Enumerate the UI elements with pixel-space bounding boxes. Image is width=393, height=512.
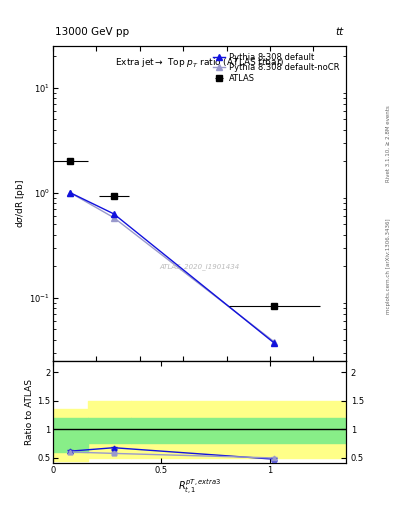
- Text: Extra jet$\rightarrow$ Top $p_{T}$ ratio (ATLAS t$\bar{t}$bar): Extra jet$\rightarrow$ Top $p_{T}$ ratio…: [115, 55, 284, 71]
- Text: ATLAS_2020_I1901434: ATLAS_2020_I1901434: [159, 263, 240, 270]
- Text: mcplots.cern.ch [arXiv:1306.3436]: mcplots.cern.ch [arXiv:1306.3436]: [386, 219, 391, 314]
- Legend: Pythia 8.308 default, Pythia 8.308 default-noCR, ATLAS: Pythia 8.308 default, Pythia 8.308 defau…: [210, 50, 342, 86]
- Text: 13000 GeV pp: 13000 GeV pp: [55, 27, 129, 37]
- Text: tt: tt: [336, 27, 344, 37]
- Pythia 8.308 default: [272, 340, 277, 346]
- Line: Pythia 8.308 default: Pythia 8.308 default: [68, 190, 277, 346]
- Y-axis label: d$\sigma$/dR [pb]: d$\sigma$/dR [pb]: [14, 179, 27, 228]
- Pythia 8.308 default-noCR: [112, 215, 116, 221]
- Text: Rivet 3.1.10, ≥ 2.8M events: Rivet 3.1.10, ≥ 2.8M events: [386, 105, 391, 182]
- Pythia 8.308 default: [112, 211, 116, 217]
- Line: Pythia 8.308 default-noCR: Pythia 8.308 default-noCR: [68, 190, 277, 345]
- X-axis label: $R_{t,1}^{pT,extra3}$: $R_{t,1}^{pT,extra3}$: [178, 478, 221, 497]
- Y-axis label: Ratio to ATLAS: Ratio to ATLAS: [26, 379, 34, 445]
- Pythia 8.308 default-noCR: [272, 339, 277, 345]
- Pythia 8.308 default-noCR: [68, 190, 73, 196]
- Pythia 8.308 default: [68, 190, 73, 196]
